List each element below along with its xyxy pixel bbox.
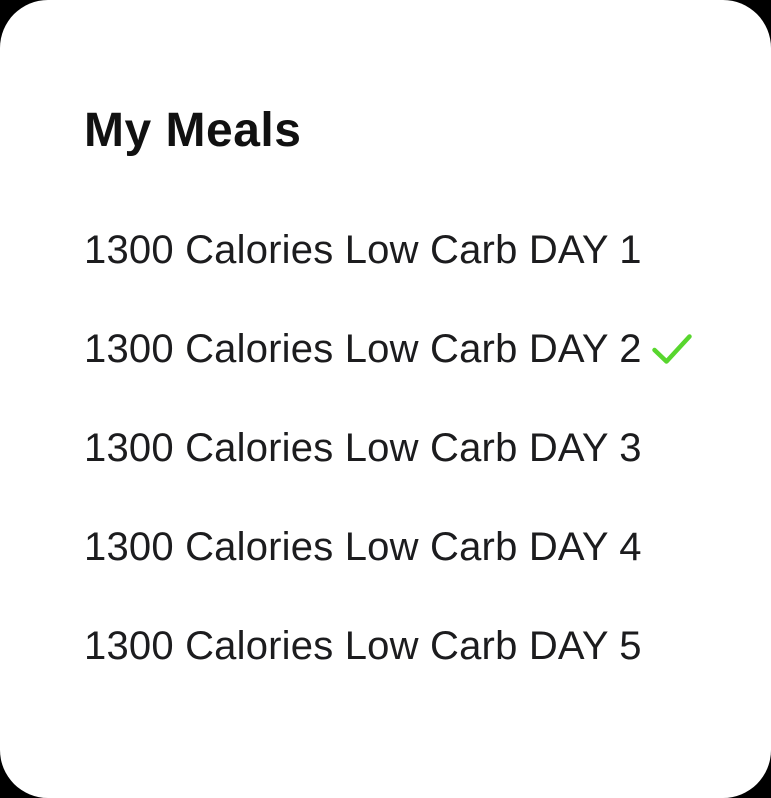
list-item[interactable]: 1300 Calories Low Carb DAY 5: [0, 596, 771, 695]
meal-label: 1300 Calories Low Carb DAY 5: [84, 623, 642, 668]
list-item[interactable]: 1300 Calories Low Carb DAY 2: [0, 299, 771, 398]
meal-label: 1300 Calories Low Carb DAY 2: [84, 326, 642, 371]
meal-label: 1300 Calories Low Carb DAY 1: [84, 227, 642, 272]
list-item[interactable]: 1300 Calories Low Carb DAY 1: [0, 200, 771, 299]
list-item[interactable]: 1300 Calories Low Carb DAY 3: [0, 398, 771, 497]
checkmark-icon: [652, 333, 692, 364]
meal-label: 1300 Calories Low Carb DAY 3: [84, 425, 642, 470]
page-title: My Meals: [84, 104, 302, 157]
meal-list: 1300 Calories Low Carb DAY 1 1300 Calori…: [0, 200, 771, 695]
meal-label: 1300 Calories Low Carb DAY 4: [84, 524, 642, 569]
list-item[interactable]: 1300 Calories Low Carb DAY 4: [0, 497, 771, 596]
